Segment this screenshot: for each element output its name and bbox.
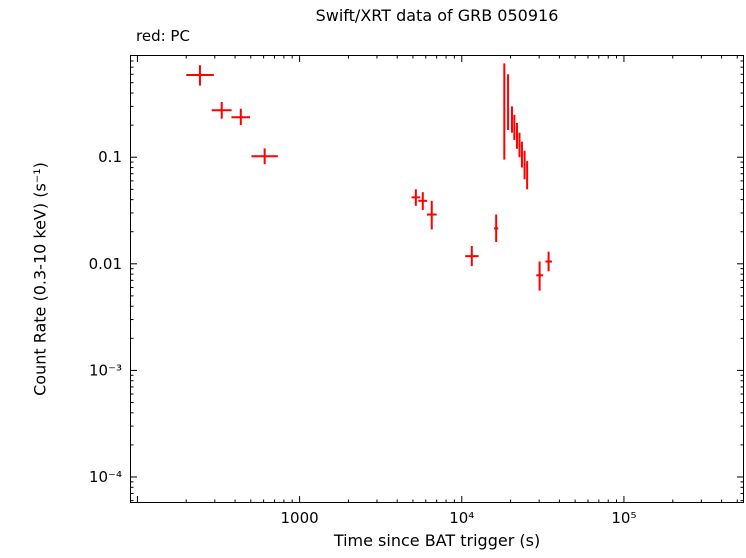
svg-text:10⁵: 10⁵ bbox=[611, 509, 636, 527]
x-axis-label: Time since BAT trigger (s) bbox=[333, 531, 541, 550]
y-axis-label: Count Rate (0.3-10 keV) (s⁻¹) bbox=[30, 162, 50, 396]
svg-text:10⁻³: 10⁻³ bbox=[89, 361, 122, 379]
axis-ticks bbox=[130, 55, 744, 503]
tick-labels: 1000 10⁴ 10⁵ 0.1 0.01 10⁻³ 10⁻⁴ bbox=[89, 148, 637, 527]
svg-text:10⁻⁴: 10⁻⁴ bbox=[89, 468, 122, 486]
svg-text:10⁴: 10⁴ bbox=[449, 509, 474, 527]
svg-text:1000: 1000 bbox=[280, 509, 318, 527]
plot-frame bbox=[130, 55, 744, 503]
svg-text:0.1: 0.1 bbox=[98, 148, 122, 166]
data-series-PC bbox=[186, 63, 552, 291]
svg-text:0.01: 0.01 bbox=[89, 255, 122, 273]
mode-legend: red: PC bbox=[136, 27, 190, 45]
chart-title: Swift/XRT data of GRB 050916 bbox=[315, 6, 559, 25]
